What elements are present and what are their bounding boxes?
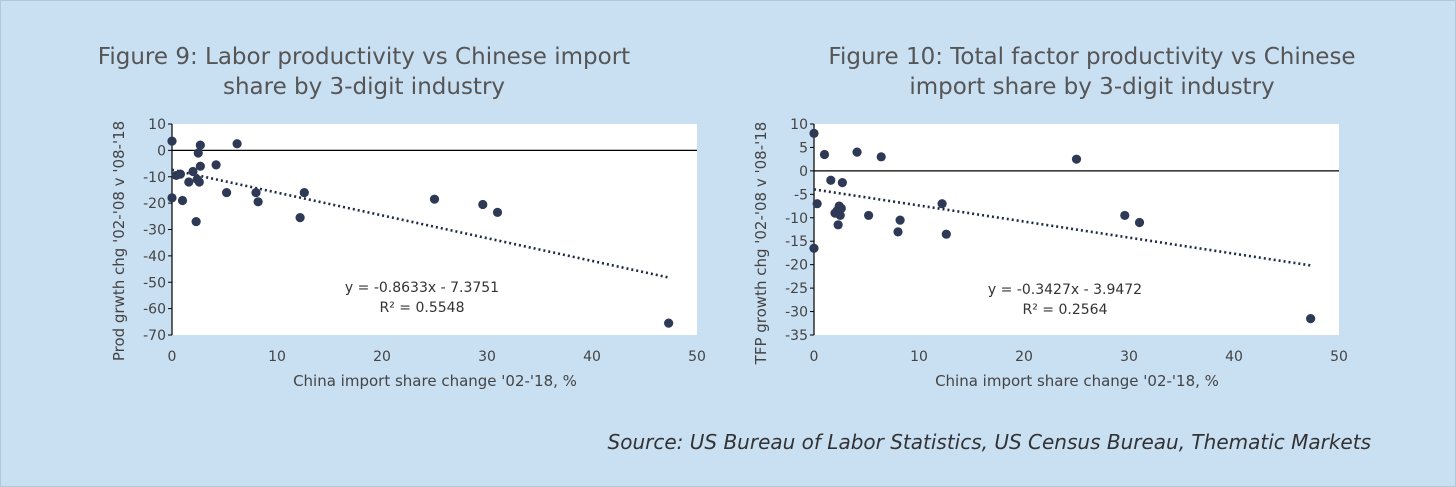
data-point: [222, 187, 232, 198]
x-tick-label: 50: [1330, 349, 1348, 365]
trendline-r-squared: R² = 0.5548: [380, 300, 465, 316]
y-tick-label: -15: [785, 234, 808, 250]
chart-title-line-2: share by 3-digit industry: [222, 74, 506, 100]
y-tick-label: -10: [143, 170, 166, 186]
x-axis-label: China import share change '02-'18, %: [935, 372, 1219, 390]
data-point: [429, 194, 440, 204]
x-tick-label: 10: [268, 349, 286, 365]
data-point: [211, 160, 221, 170]
data-point: [175, 169, 185, 179]
x-tick-label: 20: [373, 349, 391, 365]
x-axis-label: China import share change '02-'18, %: [293, 372, 577, 390]
y-tick-label: 10: [790, 117, 808, 133]
y-tick-label: 0: [157, 143, 166, 159]
data-point: [1071, 154, 1082, 164]
y-tick-label: -35: [785, 328, 808, 344]
data-point: [895, 215, 905, 225]
data-point: [253, 197, 263, 207]
data-point: [893, 227, 903, 237]
y-tick-label: 10: [148, 117, 166, 133]
data-point: [876, 152, 886, 162]
source-note: Source: US Bureau of Labor Statistics, U…: [607, 430, 1371, 454]
data-point: [837, 178, 847, 188]
y-tick-label: -20: [143, 196, 166, 212]
data-point: [251, 187, 261, 198]
chart-title-line-1: Figure 9: Labor productivity vs Chinese …: [97, 44, 631, 70]
data-point: [184, 177, 194, 187]
y-tick-label: -30: [143, 223, 166, 239]
y-tick-label: -25: [785, 281, 808, 297]
data-point: [812, 199, 822, 209]
x-tick-label: 50: [688, 349, 706, 365]
y-tick-label: -10: [785, 211, 808, 227]
data-point: [1120, 210, 1130, 221]
plot-area: [172, 124, 697, 335]
data-point: [299, 187, 309, 198]
data-point: [167, 193, 177, 203]
data-point: [826, 175, 836, 185]
y-tick-label: -50: [143, 275, 166, 291]
data-point: [195, 140, 205, 150]
data-point: [194, 177, 204, 187]
data-point: [852, 147, 862, 157]
data-point: [833, 220, 843, 230]
x-tick-label: 30: [478, 349, 496, 365]
y-tick-label: 0: [799, 164, 808, 180]
x-tick-label: 40: [1225, 349, 1243, 365]
chart-title: Figure 10: Total factor productivity vs …: [728, 42, 1456, 102]
y-axis-label: TFP growth chg '02-'08 v '08-'18: [752, 122, 770, 366]
data-point: [835, 210, 845, 221]
trendline-r-squared: R² = 0.2564: [1023, 302, 1108, 318]
trendline: [813, 188, 1311, 267]
chart-panel-figure-9: Figure 9: Labor productivity vs Chinese …: [0, 0, 728, 420]
x-tick-label: 10: [910, 349, 928, 365]
chart-panel-figure-10: Figure 10: Total factor productivity vs …: [728, 0, 1456, 420]
data-point: [809, 128, 819, 138]
data-point: [492, 207, 503, 217]
trendline-equation: y = -0.8633x - 7.3751: [345, 280, 499, 296]
data-point: [1306, 313, 1316, 324]
data-point: [188, 166, 198, 177]
y-axis-label: Prod grwth chg '02-'08 v '08-'18: [110, 121, 128, 361]
y-tick-label: -40: [143, 249, 166, 265]
chart-title-line-2: import share by 3-digit industry: [909, 74, 1275, 100]
data-point: [864, 210, 874, 221]
data-point: [664, 318, 674, 328]
y-tick-label: -30: [785, 305, 808, 321]
y-tick-label: -5: [794, 187, 808, 203]
y-tick-label: -60: [143, 302, 166, 318]
x-tick-label: 30: [1120, 349, 1138, 365]
data-point: [177, 195, 188, 206]
data-point: [195, 161, 205, 171]
data-point: [478, 199, 488, 210]
y-tick-label: -70: [143, 328, 166, 344]
data-point: [809, 243, 819, 253]
data-point: [819, 149, 830, 160]
data-point: [295, 213, 305, 223]
y-tick-label: 5: [799, 140, 808, 156]
x-tick-label: 40: [583, 349, 601, 365]
data-point: [937, 199, 947, 209]
y-tick-label: -20: [785, 258, 808, 274]
data-point: [1134, 217, 1145, 228]
data-point: [941, 229, 951, 239]
chart-title-line-1: Figure 10: Total factor productivity vs …: [828, 44, 1356, 70]
data-point: [193, 148, 203, 158]
data-point: [836, 203, 846, 213]
trendline-equation: y = -0.3427x - 3.9472: [988, 282, 1142, 298]
x-tick-label: 0: [168, 349, 177, 365]
x-tick-label: 20: [1015, 349, 1033, 365]
data-point: [167, 136, 177, 146]
data-point: [191, 216, 201, 227]
chart-title: Figure 9: Labor productivity vs Chinese …: [0, 42, 728, 102]
scatter-plot-figure-9: 100-10-20-30-40-50-60-700 10 20 30 40 50y = -…: [110, 117, 706, 390]
data-point: [232, 139, 242, 149]
x-tick-label: 0: [810, 349, 819, 365]
